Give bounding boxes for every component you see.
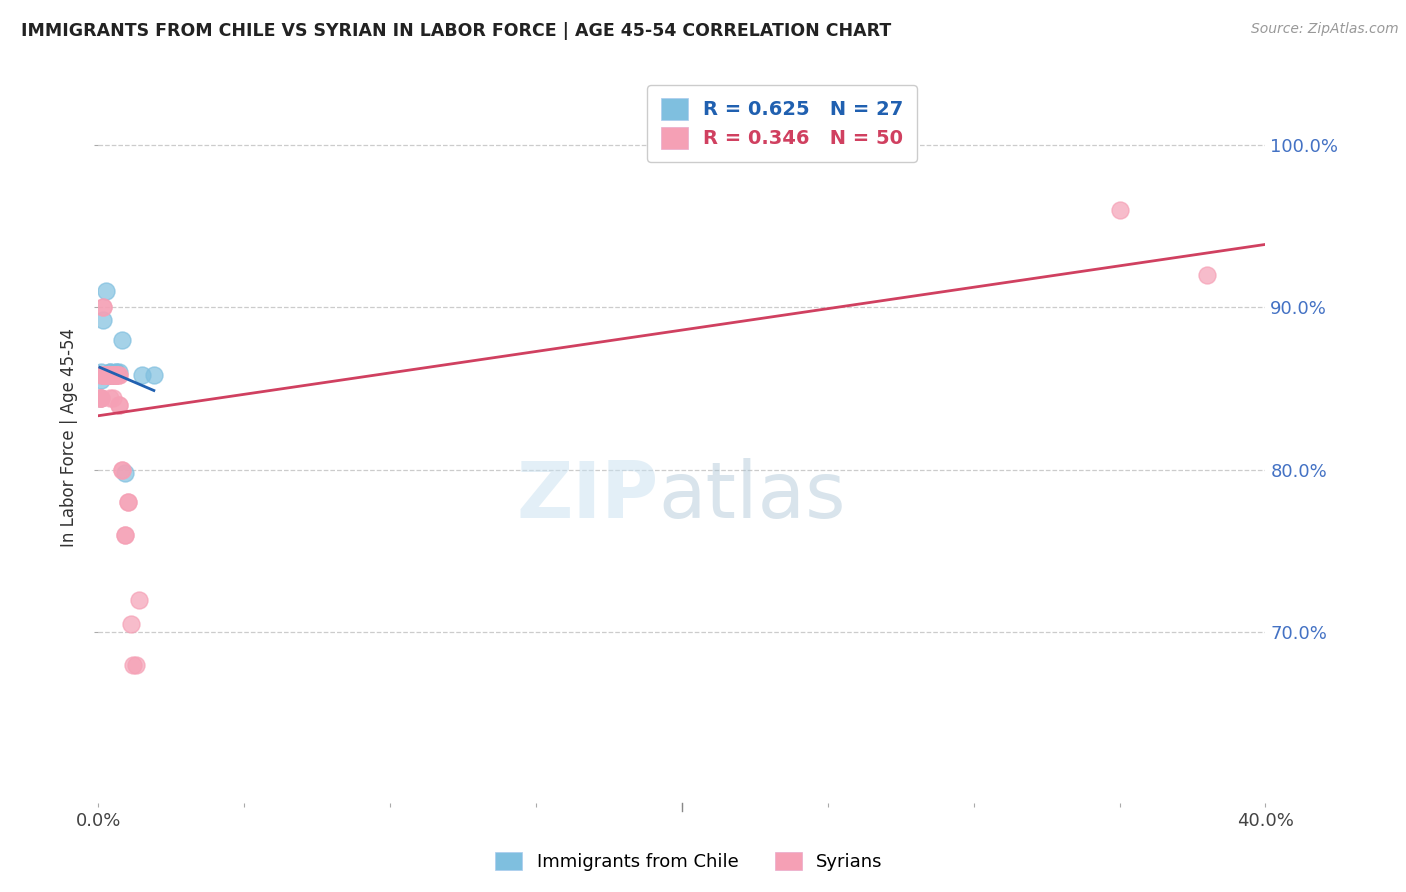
Point — [114, 527, 136, 541]
Point — [101, 368, 124, 383]
Point — [89, 391, 111, 405]
Point — [142, 368, 165, 383]
Point — [104, 368, 127, 383]
Point — [114, 466, 136, 480]
Point — [98, 365, 121, 379]
Point — [96, 368, 118, 383]
Point — [120, 617, 142, 632]
Point — [93, 368, 115, 383]
Point — [91, 300, 114, 314]
Point — [93, 368, 115, 383]
Point — [98, 391, 121, 405]
Text: Source: ZipAtlas.com: Source: ZipAtlas.com — [1251, 22, 1399, 37]
Point — [111, 462, 134, 476]
Point — [101, 368, 124, 383]
Point — [96, 368, 118, 383]
Point — [89, 391, 111, 405]
Point — [104, 368, 127, 383]
Point — [90, 391, 112, 405]
Point — [89, 391, 111, 405]
Point — [93, 368, 115, 383]
Point — [128, 592, 150, 607]
Point — [96, 368, 118, 383]
Point — [96, 368, 118, 383]
Point — [98, 368, 121, 383]
Point — [101, 368, 124, 383]
Point — [93, 368, 115, 383]
Point — [104, 365, 127, 379]
Point — [98, 368, 121, 383]
Point — [101, 368, 124, 383]
Point — [101, 368, 124, 383]
Point — [125, 657, 148, 672]
Text: atlas: atlas — [658, 458, 846, 533]
Point — [104, 365, 127, 379]
Point — [93, 368, 115, 383]
Point — [104, 368, 127, 383]
Point — [98, 368, 121, 383]
Point — [96, 368, 118, 383]
Point — [96, 368, 118, 383]
Point — [93, 368, 115, 383]
Point — [96, 368, 118, 383]
Point — [114, 527, 136, 541]
Point — [98, 368, 121, 383]
Point — [96, 368, 118, 383]
Point — [91, 313, 114, 327]
Point — [98, 365, 121, 379]
Point — [117, 495, 139, 509]
Point — [96, 368, 118, 383]
Point — [108, 398, 131, 412]
Point — [108, 365, 131, 379]
Point — [1195, 268, 1218, 282]
Point — [108, 368, 131, 383]
Point — [93, 368, 115, 383]
Point — [104, 368, 127, 383]
Point — [96, 368, 118, 383]
Point — [91, 300, 114, 314]
Point — [111, 462, 134, 476]
Point — [90, 368, 112, 383]
Point — [101, 391, 124, 405]
Point — [90, 368, 112, 383]
Text: IMMIGRANTS FROM CHILE VS SYRIAN IN LABOR FORCE | AGE 45-54 CORRELATION CHART: IMMIGRANTS FROM CHILE VS SYRIAN IN LABOR… — [21, 22, 891, 40]
Point — [108, 368, 131, 383]
Point — [98, 368, 121, 383]
Y-axis label: In Labor Force | Age 45-54: In Labor Force | Age 45-54 — [60, 327, 79, 547]
Point — [1108, 202, 1130, 217]
Point — [101, 368, 124, 383]
Point — [94, 284, 117, 298]
Point — [117, 495, 139, 509]
Point — [104, 368, 127, 383]
Point — [131, 368, 153, 383]
Point — [93, 368, 115, 383]
Legend: Immigrants from Chile, Syrians: Immigrants from Chile, Syrians — [488, 846, 890, 879]
Point — [97, 368, 120, 383]
Point — [93, 368, 115, 383]
Point — [111, 333, 134, 347]
Point — [101, 368, 124, 383]
Point — [108, 398, 131, 412]
Point — [90, 365, 112, 379]
Legend: R = 0.625   N = 27, R = 0.346   N = 50: R = 0.625 N = 27, R = 0.346 N = 50 — [647, 85, 917, 162]
Point — [122, 657, 145, 672]
Point — [90, 373, 112, 387]
Text: ZIP: ZIP — [516, 458, 658, 533]
Point — [90, 391, 112, 405]
